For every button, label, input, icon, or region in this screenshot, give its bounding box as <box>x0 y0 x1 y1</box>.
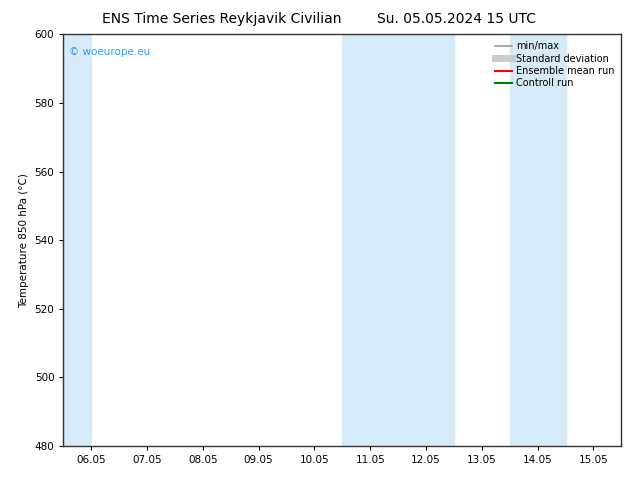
Bar <box>510 34 566 446</box>
Bar <box>63 34 91 446</box>
Text: ENS Time Series Reykjavik Civilian: ENS Time Series Reykjavik Civilian <box>102 12 342 26</box>
Legend: min/max, Standard deviation, Ensemble mean run, Controll run: min/max, Standard deviation, Ensemble me… <box>493 39 616 90</box>
Text: Su. 05.05.2024 15 UTC: Su. 05.05.2024 15 UTC <box>377 12 536 26</box>
Text: © woeurope.eu: © woeurope.eu <box>69 47 150 57</box>
Bar <box>342 34 454 446</box>
Y-axis label: Temperature 850 hPa (°C): Temperature 850 hPa (°C) <box>19 172 29 308</box>
